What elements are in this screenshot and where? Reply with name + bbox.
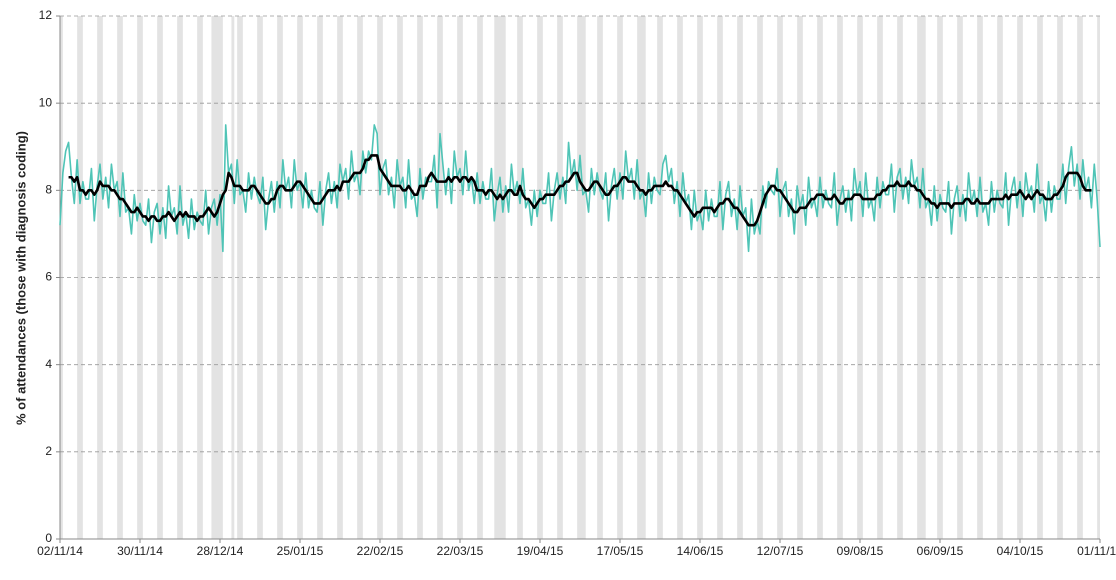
shaded-band bbox=[1057, 16, 1063, 539]
x-tick-label: 17/05/15 bbox=[597, 544, 644, 558]
shaded-band bbox=[657, 16, 663, 539]
shaded-band bbox=[494, 16, 506, 539]
x-tick-label: 09/08/15 bbox=[837, 544, 884, 558]
shaded-band bbox=[377, 16, 383, 539]
x-tick-label: 28/12/14 bbox=[197, 544, 244, 558]
y-tick-label: 0 bbox=[45, 531, 52, 545]
y-tick-label: 4 bbox=[45, 357, 52, 371]
y-tick-label: 6 bbox=[45, 270, 52, 284]
x-tick-label: 04/10/15 bbox=[997, 544, 1044, 558]
x-tick-label: 14/06/15 bbox=[677, 544, 724, 558]
shaded-band bbox=[937, 16, 943, 539]
x-tick-label: 22/02/15 bbox=[357, 544, 404, 558]
shaded-band bbox=[77, 16, 83, 539]
x-tick-label: 02/11/14 bbox=[37, 544, 83, 558]
data-line bbox=[68, 154, 1092, 227]
y-tick-label: 2 bbox=[45, 444, 52, 458]
y-axis-title: % of attendances (those with diagnosis c… bbox=[13, 131, 28, 425]
y-tick-label: 8 bbox=[45, 183, 52, 197]
x-tick-label: 30/11/14 bbox=[117, 544, 163, 558]
shaded-band bbox=[231, 16, 235, 539]
y-tick-label: 10 bbox=[39, 95, 53, 109]
shaded-band bbox=[97, 16, 103, 539]
x-tick-label: 06/09/15 bbox=[917, 544, 964, 558]
y-tick-label: 12 bbox=[39, 8, 53, 22]
shaded-band bbox=[357, 16, 363, 539]
x-tick-label: 25/01/15 bbox=[277, 544, 324, 558]
shaded-band bbox=[777, 16, 783, 539]
data-line bbox=[59, 124, 1101, 253]
shaded-band bbox=[517, 16, 523, 539]
shaded-band bbox=[237, 16, 243, 539]
x-tick-label: 22/03/15 bbox=[437, 544, 484, 558]
x-tick-label: 19/04/15 bbox=[517, 544, 564, 558]
x-tick-label: 01/11/15 bbox=[1077, 544, 1116, 558]
shaded-band bbox=[1077, 16, 1083, 539]
x-tick-label: 12/07/15 bbox=[757, 544, 804, 558]
shaded-band bbox=[797, 16, 803, 539]
